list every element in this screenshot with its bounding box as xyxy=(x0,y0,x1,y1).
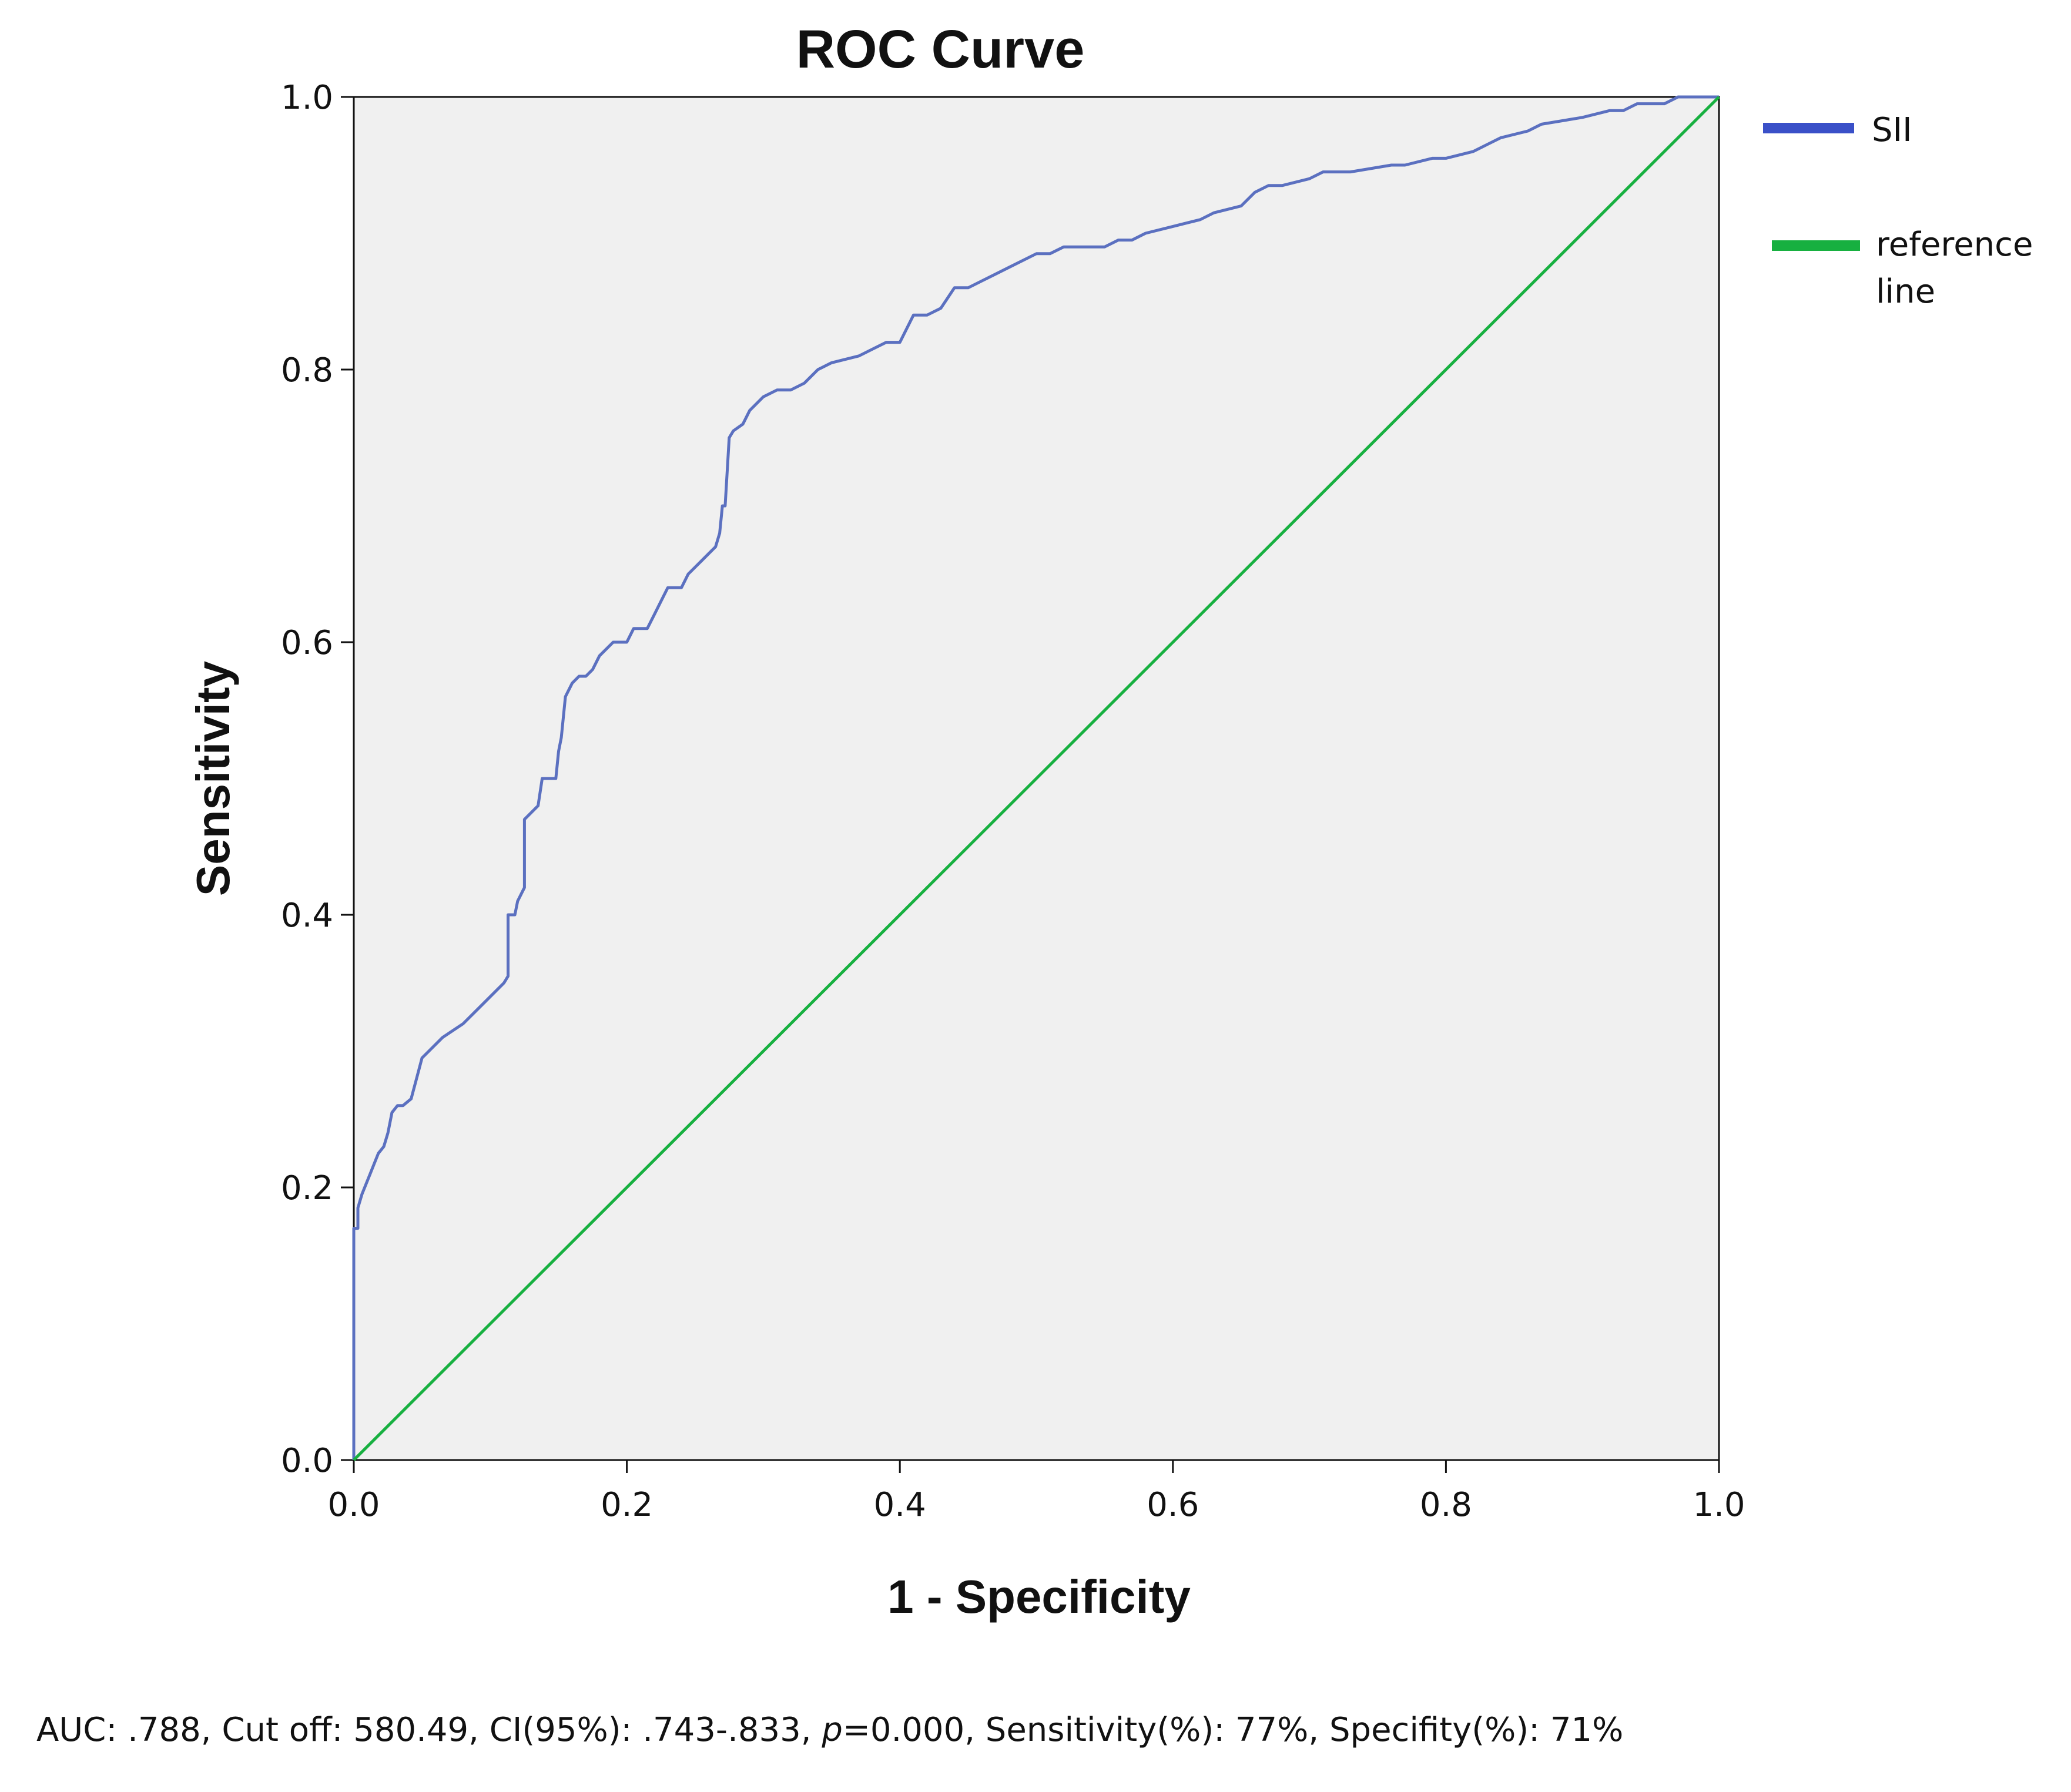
y-axis: 0.0 0.2 0.4 0.6 0.8 1.0 xyxy=(281,79,354,1480)
auc-footnote: AUC: .788, Cut off: 580.49, CI(95%): .74… xyxy=(36,1711,1623,1749)
y-tick-label: 0.6 xyxy=(281,624,333,662)
chart-title: ROC Curve xyxy=(796,19,1085,79)
y-axis-label: Sensitivity xyxy=(187,660,239,896)
footnote-suffix: =0.000, Sensitivity(%): 77%, Specifity(%… xyxy=(842,1711,1624,1749)
legend-label-line: line xyxy=(1876,273,1935,311)
legend-label-line: reference xyxy=(1876,226,2033,264)
footnote-p: p xyxy=(822,1711,843,1749)
x-tick-label: 0.2 xyxy=(601,1486,653,1524)
x-tick-label: 0.6 xyxy=(1147,1486,1199,1524)
y-tick-label: 1.0 xyxy=(281,79,333,117)
x-tick-label: 1.0 xyxy=(1693,1486,1745,1524)
legend: SII reference line xyxy=(1763,111,2033,311)
roc-curve-sii xyxy=(352,95,1719,1460)
y-tick-label: 0.8 xyxy=(281,351,333,390)
series-group xyxy=(352,95,1720,1461)
x-tick-label: 0.0 xyxy=(327,1486,380,1524)
y-tick-label: 0.4 xyxy=(281,897,333,935)
x-tick-label: 0.4 xyxy=(874,1486,926,1524)
x-tick-label: 0.8 xyxy=(1420,1486,1472,1524)
y-tick-label: 0.2 xyxy=(281,1169,333,1207)
legend-label-reference: reference line xyxy=(1876,226,2033,311)
x-axis: 0.0 0.2 0.4 0.6 0.8 1.0 xyxy=(327,1460,1745,1524)
footnote-prefix: AUC: .788, Cut off: 580.49, CI(95%): .74… xyxy=(36,1711,822,1749)
reference-line xyxy=(353,96,1720,1461)
x-axis-label: 1 - Specificity xyxy=(887,1570,1191,1623)
legend-label-sii: SII xyxy=(1872,111,1912,149)
y-tick-label: 0.0 xyxy=(281,1442,333,1480)
